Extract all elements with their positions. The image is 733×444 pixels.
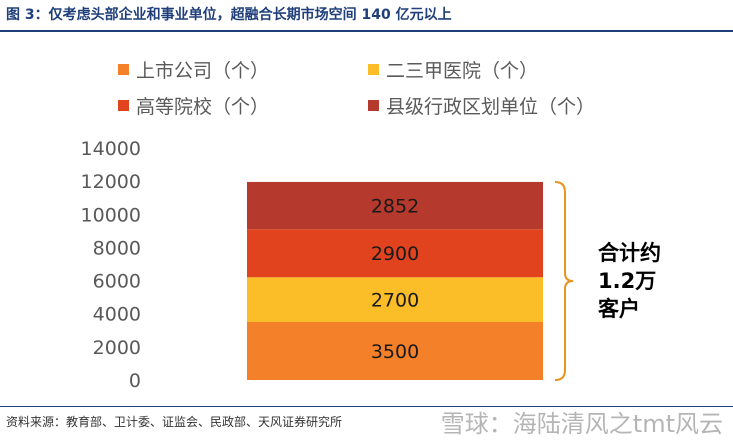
total-brace (554, 180, 574, 381)
bar-segment (247, 181, 543, 230)
legend-swatch (118, 64, 129, 75)
bar-segment (247, 229, 543, 278)
legend-item-hospitals: 二三甲医院（个） (368, 56, 538, 83)
y-tick-label: 12000 (81, 171, 141, 193)
legend-label: 二三甲医院（个） (386, 60, 539, 82)
annotation-line: 1.2万 (598, 269, 656, 293)
title-rule (0, 30, 733, 32)
watermark: 雪球：海陆清风之tmt风云 (440, 410, 723, 438)
bar-data-label: 2700 (371, 290, 419, 312)
legend-swatch (118, 100, 129, 111)
bar-segment (247, 277, 543, 322)
legend-item-universities: 高等院校（个） (118, 92, 269, 119)
legend-label: 上市公司（个） (136, 60, 270, 82)
y-tick-label: 10000 (81, 204, 141, 226)
figure-title: 图 3：仅考虑头部企业和事业单位，超融合长期市场空间 140 亿元以上 (6, 7, 452, 23)
legend-item-county-units: 县级行政区划单位（个） (368, 92, 595, 119)
legend-label: 高等院校（个） (136, 96, 270, 118)
bar-data-label: 2852 (371, 196, 419, 218)
legend-label: 县级行政区划单位（个） (386, 96, 596, 118)
annotation-line: 客户 (598, 297, 640, 321)
bottom-rule (0, 406, 733, 407)
legend: 上市公司（个） 二三甲医院（个） 高等院校（个） 县级行政区划单位（个） (118, 56, 678, 126)
y-tick-label: 6000 (93, 271, 141, 293)
y-tick-label: 8000 (93, 237, 141, 259)
y-tick-label: 14000 (81, 138, 141, 160)
source-note: 资料来源：教育部、卫计委、证监会、民政部、天风证券研究所 (6, 415, 343, 429)
legend-swatch (368, 100, 379, 111)
y-axis: 0 2000 4000 6000 8000 10000 12000 14000 (81, 138, 141, 392)
annotation-line: 合计约 (598, 241, 661, 265)
brace-path (554, 180, 574, 381)
total-annotation: 合计约 1.2万客户 (598, 241, 661, 321)
bar-segment (247, 322, 543, 380)
bar-data-label: 3500 (371, 341, 419, 363)
legend-swatch (368, 64, 379, 75)
stacked-bar: 3500 2700 2900 2852 (247, 181, 543, 380)
y-tick-label: 0 (129, 370, 141, 392)
bar-data-label: 2900 (371, 243, 419, 265)
legend-item-listed-companies: 上市公司（个） (118, 56, 269, 83)
y-tick-label: 4000 (93, 304, 141, 326)
y-tick-label: 2000 (93, 337, 141, 359)
